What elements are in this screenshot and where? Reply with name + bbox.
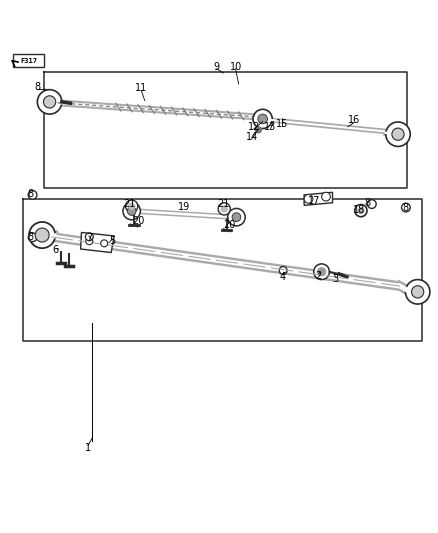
Circle shape (367, 200, 376, 208)
Circle shape (123, 203, 141, 220)
Text: 14: 14 (246, 132, 258, 142)
Circle shape (86, 238, 93, 245)
Circle shape (232, 213, 241, 222)
Circle shape (127, 207, 136, 215)
Text: 21: 21 (217, 199, 230, 209)
Polygon shape (304, 192, 332, 205)
Text: 17: 17 (308, 196, 320, 206)
Text: 21: 21 (124, 199, 136, 209)
Text: 2: 2 (315, 271, 321, 281)
Text: 19: 19 (178, 202, 190, 212)
Text: 8: 8 (27, 232, 33, 242)
Circle shape (358, 207, 364, 214)
Circle shape (228, 208, 245, 226)
Circle shape (28, 233, 37, 241)
Circle shape (43, 96, 56, 108)
Circle shape (35, 228, 49, 242)
Circle shape (304, 195, 313, 203)
Circle shape (253, 109, 272, 128)
Circle shape (101, 240, 108, 247)
Text: 11: 11 (135, 83, 148, 93)
Circle shape (258, 114, 268, 124)
Circle shape (29, 222, 55, 248)
FancyBboxPatch shape (13, 54, 44, 67)
Text: 12: 12 (248, 122, 260, 132)
Text: 20: 20 (224, 220, 236, 230)
Text: 20: 20 (132, 216, 145, 225)
Circle shape (126, 200, 138, 212)
Text: 18: 18 (353, 205, 365, 215)
Circle shape (37, 90, 62, 114)
Text: F317: F317 (20, 58, 37, 64)
Text: 5: 5 (110, 236, 116, 246)
Circle shape (392, 128, 404, 140)
Text: 15: 15 (276, 119, 289, 129)
Circle shape (386, 122, 410, 147)
Text: 8: 8 (364, 198, 371, 208)
Circle shape (28, 190, 37, 199)
Text: 6: 6 (53, 245, 59, 255)
Text: 9: 9 (214, 61, 220, 71)
Text: 10: 10 (230, 61, 242, 71)
Circle shape (129, 203, 135, 209)
Circle shape (314, 264, 329, 280)
Circle shape (355, 205, 367, 217)
Circle shape (318, 268, 325, 276)
Text: 4: 4 (279, 272, 286, 282)
Text: 7: 7 (86, 233, 92, 243)
Text: 3: 3 (332, 274, 338, 284)
Text: 8: 8 (403, 203, 409, 213)
Text: 13: 13 (265, 122, 277, 132)
Circle shape (279, 266, 287, 274)
Circle shape (402, 203, 410, 212)
Text: 8: 8 (35, 83, 41, 93)
Text: 1: 1 (85, 443, 91, 453)
Circle shape (221, 206, 227, 212)
Circle shape (218, 203, 230, 215)
Polygon shape (81, 232, 114, 253)
Text: 16: 16 (348, 115, 360, 125)
Circle shape (412, 286, 424, 298)
Circle shape (255, 127, 261, 133)
Circle shape (321, 192, 330, 201)
Text: 8: 8 (27, 189, 33, 199)
Circle shape (406, 280, 430, 304)
Circle shape (85, 233, 93, 241)
